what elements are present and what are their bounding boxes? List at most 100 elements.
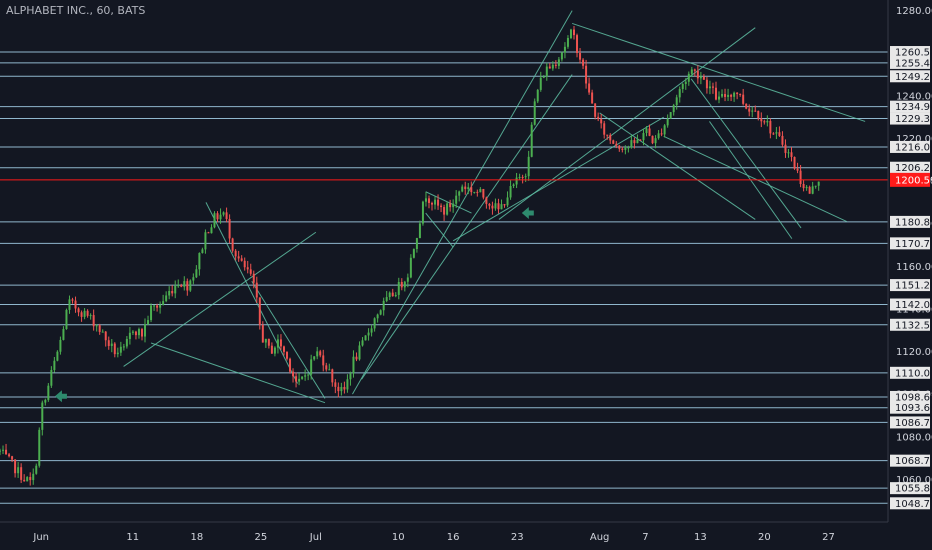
candle-body	[503, 204, 506, 206]
candle-body	[0, 450, 1, 452]
candle-body	[53, 360, 56, 370]
level-price-tag	[890, 112, 930, 125]
candle-body	[488, 203, 491, 206]
candle-body	[334, 382, 337, 387]
candle-body	[431, 202, 434, 205]
candle-body	[775, 132, 778, 134]
candle-body	[437, 199, 440, 206]
candle-body	[612, 140, 615, 144]
candle-body	[110, 343, 113, 346]
candle-body	[757, 110, 760, 119]
candle-body	[397, 282, 400, 295]
candle-body	[585, 65, 588, 84]
level-price-tag	[890, 100, 930, 113]
candle-body	[485, 197, 488, 204]
candle-body	[681, 84, 684, 90]
candle-body	[714, 87, 717, 100]
candle-body	[198, 253, 201, 270]
candle-body	[261, 325, 264, 343]
candle-body	[491, 205, 494, 209]
candle-body	[225, 212, 228, 219]
candle-body	[298, 378, 301, 382]
candle-body	[455, 195, 458, 204]
level-price-tag	[890, 298, 930, 311]
candle-body	[307, 374, 310, 376]
trend-line-14	[425, 191, 472, 214]
candle-body	[68, 299, 71, 310]
candle-body	[542, 76, 545, 78]
candle-body	[319, 351, 322, 356]
candle-body	[760, 118, 763, 122]
candle-body	[666, 118, 669, 126]
candle-body	[518, 177, 521, 179]
candle-body	[156, 305, 159, 308]
candle-body	[424, 198, 427, 202]
candle-body	[796, 168, 799, 171]
candle-body	[600, 119, 603, 124]
candle-body	[470, 187, 473, 193]
x-tick-label: Aug	[590, 532, 610, 543]
candle-body	[267, 338, 270, 346]
candle-body	[412, 249, 415, 258]
candle-body	[74, 300, 77, 309]
candle-body	[657, 133, 660, 139]
level-price-tag	[890, 140, 930, 153]
candle-body	[576, 35, 579, 54]
candle-body	[421, 201, 424, 224]
x-tick-label: Jul	[309, 532, 322, 543]
candle-body	[539, 77, 542, 90]
level-price-tag-label: 1260.58	[895, 48, 932, 59]
candle-body	[26, 477, 29, 482]
candle-body	[724, 94, 727, 97]
candle-body	[122, 346, 125, 348]
candle-body	[648, 128, 651, 136]
trend-line-4	[352, 10, 573, 395]
candle-body	[769, 120, 772, 134]
arrow-marker-1	[521, 207, 534, 220]
x-tick-label: Jun	[32, 532, 49, 543]
current-price-tag	[890, 172, 930, 187]
candle-body	[579, 53, 582, 60]
level-price-tag	[890, 56, 930, 69]
level-price-tag	[890, 497, 930, 510]
x-tick-label: 20	[758, 532, 771, 543]
candle-body	[566, 38, 569, 47]
candle-body	[551, 64, 554, 69]
candle-body	[240, 258, 243, 261]
candle-body	[207, 232, 210, 234]
candle-body	[415, 238, 418, 250]
level-price-tag	[890, 454, 930, 467]
candle-body	[476, 191, 479, 193]
candle-body	[591, 92, 594, 104]
candle-body	[358, 345, 361, 360]
candle-body	[766, 120, 769, 123]
candle-body	[693, 69, 696, 71]
candle-body	[310, 359, 313, 375]
candle-body	[669, 112, 672, 119]
candle-body	[301, 376, 304, 379]
candle-body	[515, 177, 518, 185]
candle-body	[325, 365, 328, 370]
candle-body	[443, 207, 446, 215]
candle-body	[264, 338, 267, 343]
candle-body	[252, 273, 255, 283]
candle-body	[376, 314, 379, 319]
candle-body	[186, 281, 189, 291]
candle-body	[279, 339, 282, 347]
candle-body	[563, 46, 566, 53]
trend-line-1	[205, 202, 298, 384]
candle-body	[527, 156, 530, 177]
candle-body	[5, 449, 8, 455]
candle-body	[119, 346, 122, 353]
level-price-tag-label: 1180.85	[895, 217, 932, 228]
candle-body	[494, 203, 497, 209]
candle-body	[89, 315, 92, 317]
trend-line-8	[572, 22, 866, 122]
candle-body	[705, 79, 708, 89]
candle-body	[497, 203, 500, 210]
candle-body	[213, 213, 216, 228]
level-price-tag-label: 1249.20	[895, 72, 932, 83]
candle-body	[781, 135, 784, 145]
candle-body	[479, 189, 482, 193]
